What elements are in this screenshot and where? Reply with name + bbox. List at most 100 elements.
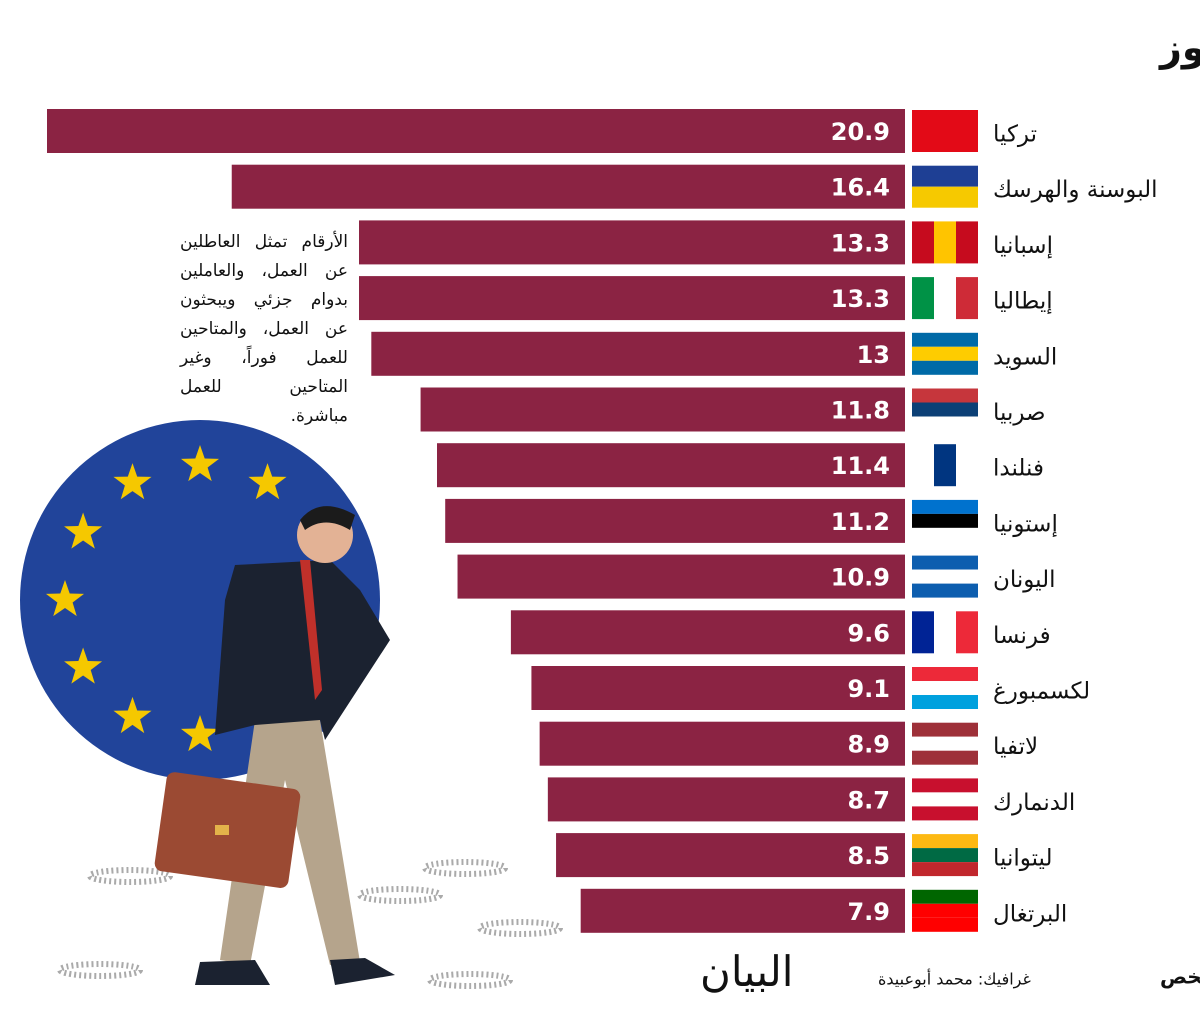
flag (912, 695, 978, 709)
flag (912, 360, 978, 375)
flag (912, 834, 978, 849)
flag (912, 611, 934, 654)
unit-label: الأرقام: مليون شخص (1160, 964, 1200, 989)
bar (231, 164, 906, 209)
flag (956, 277, 978, 320)
flag (912, 903, 978, 918)
flag (912, 332, 978, 347)
value-label: 10.9 (831, 564, 890, 592)
category-label: اليونان (993, 567, 1056, 593)
category-label: ليتوانيا (993, 846, 1053, 872)
flag (912, 667, 978, 681)
flag (912, 806, 978, 821)
flag (912, 862, 978, 877)
flag (912, 722, 978, 737)
bar (580, 888, 905, 933)
flag (912, 583, 978, 598)
bar (457, 554, 905, 599)
value-label: 7.9 (847, 898, 890, 926)
credit: غرافيك: محمد أبوعبيدة (878, 969, 1031, 990)
flag (912, 569, 978, 584)
logo: البيان (700, 947, 793, 996)
category-label: الدنمارك (993, 790, 1075, 816)
flag (934, 444, 956, 487)
footprints (57, 859, 563, 989)
flag (912, 527, 978, 542)
category-label: صربيا (993, 400, 1046, 426)
flag (956, 221, 978, 264)
flag (912, 110, 978, 152)
value-label: 11.8 (831, 397, 890, 425)
star (113, 463, 152, 500)
flag (912, 221, 934, 264)
star (113, 696, 152, 734)
value-label: 13 (857, 341, 890, 369)
bar (437, 443, 905, 488)
value-label: 8.9 (847, 731, 890, 759)
category-label: فنلندا (993, 456, 1044, 482)
illustration (20, 420, 563, 989)
value-label: 8.7 (847, 786, 890, 814)
value-label: 9.1 (847, 675, 890, 703)
chart-title: العاطلون وغير الباحثين بجدية عن العمل با… (1158, 26, 1200, 71)
bar (510, 610, 905, 655)
flag (912, 186, 978, 208)
flag (956, 611, 978, 654)
bar (445, 498, 905, 543)
value-label: 8.5 (847, 842, 890, 870)
flag (934, 221, 956, 264)
bar (531, 666, 905, 710)
bar (420, 387, 905, 432)
category-label: إسبانيا (993, 233, 1053, 259)
star (180, 445, 220, 482)
bar (359, 220, 905, 265)
bar (359, 276, 905, 321)
note: الأرقام تمثل العاطلين عن العمل، والعاملي… (180, 232, 348, 426)
value-label: 13.3 (831, 229, 890, 257)
flag (912, 513, 978, 528)
flag (912, 917, 978, 932)
flag (912, 681, 978, 695)
category-label: البوسنة والهرسك (993, 177, 1158, 203)
value-label: 16.4 (831, 174, 890, 202)
flag (912, 555, 978, 570)
flag (912, 792, 978, 807)
category-label: لكسمبورغ (993, 679, 1090, 705)
star (45, 580, 85, 617)
flag (912, 499, 978, 514)
flag (912, 444, 934, 487)
flag (912, 165, 978, 187)
star (64, 512, 103, 549)
bar (547, 777, 905, 822)
bar (556, 833, 905, 878)
flag (912, 277, 934, 320)
value-label: 11.2 (831, 508, 890, 536)
flag (912, 346, 978, 361)
star (180, 715, 220, 752)
bar (371, 331, 905, 376)
flag (912, 388, 978, 403)
flag (956, 444, 978, 487)
value-label: 13.3 (831, 285, 890, 313)
category-label: تركيا (993, 122, 1037, 148)
flag (912, 402, 978, 417)
category-label: البرتغال (993, 901, 1067, 927)
category-label: لاتفيا (993, 734, 1038, 760)
flag (912, 416, 978, 431)
star (248, 463, 287, 500)
category-label: إيطاليا (993, 289, 1053, 315)
value-label: 11.4 (831, 452, 890, 480)
flag (912, 848, 978, 863)
star (64, 647, 103, 684)
flag (912, 778, 978, 793)
man (154, 506, 395, 985)
value-label: 9.6 (847, 619, 890, 647)
category-label: فرنسا (993, 623, 1051, 649)
value-label: 20.9 (831, 118, 890, 146)
flag (912, 750, 978, 765)
category-label: السويد (993, 344, 1057, 370)
bar (47, 109, 905, 153)
